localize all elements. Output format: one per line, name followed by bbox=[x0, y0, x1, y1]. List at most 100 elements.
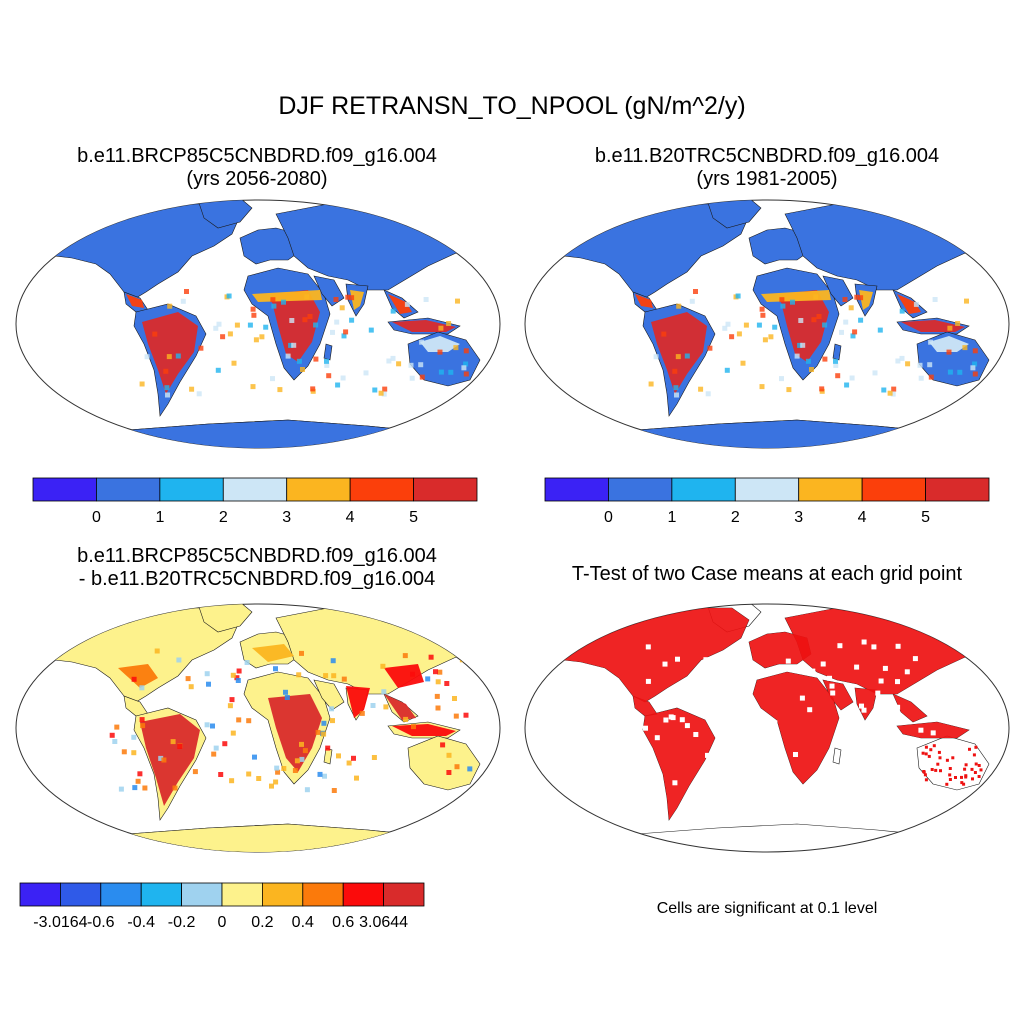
cell bbox=[273, 779, 279, 785]
cell bbox=[185, 676, 191, 682]
sig-india bbox=[855, 688, 877, 720]
sig-cell bbox=[924, 778, 928, 782]
cell bbox=[135, 778, 141, 784]
land-greenland bbox=[197, 200, 253, 229]
sig-cell bbox=[934, 768, 938, 772]
cell bbox=[835, 373, 841, 379]
cell bbox=[463, 348, 469, 354]
cell bbox=[313, 322, 319, 328]
cell bbox=[343, 329, 349, 335]
nonsig-cell bbox=[830, 690, 836, 696]
cell bbox=[740, 360, 746, 366]
colorbar-swatch bbox=[222, 477, 288, 502]
sig-cell bbox=[963, 767, 967, 771]
sig-cell bbox=[968, 747, 971, 751]
panel-title-difference: b.e11.BRCP85C5CNBDRD.f09_g16.004 - b.e11… bbox=[10, 545, 504, 591]
colorbar-swatch bbox=[861, 477, 926, 502]
map-control bbox=[524, 199, 1010, 449]
cell bbox=[833, 362, 839, 368]
colorbar-tick-label: -0.4 bbox=[127, 914, 155, 931]
cell bbox=[323, 673, 329, 679]
cell bbox=[299, 741, 304, 747]
cell bbox=[330, 718, 335, 724]
colorbar-tick-label: 4 bbox=[858, 509, 867, 526]
cell bbox=[453, 713, 459, 719]
nonsig-cell bbox=[890, 782, 896, 788]
cell bbox=[296, 358, 302, 364]
nonsig-cell bbox=[645, 678, 651, 684]
panel-title-difference-line2: - b.e11.B20TRC5CNBDRD.f09_g16.004 bbox=[78, 568, 436, 590]
nonsig-cell bbox=[907, 743, 913, 749]
cell bbox=[371, 755, 377, 760]
cell bbox=[176, 657, 182, 663]
cell bbox=[131, 734, 137, 740]
nonsig-cell bbox=[810, 668, 816, 674]
cell bbox=[317, 771, 323, 777]
cell bbox=[729, 334, 735, 340]
cell bbox=[648, 381, 654, 387]
cell bbox=[383, 704, 389, 710]
cell bbox=[299, 756, 305, 762]
cell bbox=[139, 685, 145, 691]
colorbar-tick-label: 0.6 bbox=[332, 914, 354, 931]
sig-cell bbox=[936, 762, 940, 766]
cell bbox=[304, 294, 310, 300]
nonsig-cell bbox=[684, 723, 690, 729]
cell bbox=[283, 689, 288, 695]
colorbar-tick-label: 5 bbox=[409, 509, 418, 526]
cell bbox=[381, 391, 387, 397]
cell bbox=[289, 318, 295, 323]
cell bbox=[273, 666, 278, 672]
panel-title-case-line2: (yrs 2056-2080) bbox=[186, 168, 328, 190]
nonsig-cell bbox=[774, 762, 780, 768]
cell bbox=[890, 391, 896, 397]
cell bbox=[756, 322, 762, 328]
colorbar-tick-label: 0 bbox=[218, 914, 227, 931]
cell bbox=[158, 755, 164, 761]
cell bbox=[131, 750, 137, 756]
land-australia bbox=[407, 735, 481, 791]
cell bbox=[198, 345, 204, 351]
cell bbox=[402, 653, 408, 659]
sig-cell bbox=[948, 767, 952, 770]
cell bbox=[735, 293, 741, 299]
cell bbox=[448, 369, 454, 375]
cell bbox=[304, 787, 310, 793]
field-centralam-core bbox=[126, 294, 144, 308]
cell bbox=[333, 297, 339, 302]
cell bbox=[762, 337, 768, 343]
sig-seAsia bbox=[893, 694, 927, 722]
cell bbox=[118, 786, 124, 792]
cell bbox=[423, 297, 429, 302]
land-nz bbox=[477, 785, 493, 803]
colorbar-swatch bbox=[221, 882, 263, 907]
colorbar-swatch bbox=[734, 477, 800, 502]
cell bbox=[229, 778, 235, 784]
land-greenland bbox=[706, 200, 762, 229]
nonsig-cell bbox=[785, 658, 791, 664]
cell bbox=[409, 375, 415, 381]
cell bbox=[234, 322, 240, 328]
cell bbox=[321, 731, 327, 737]
nonsig-cell bbox=[638, 781, 644, 787]
field-india-core bbox=[350, 290, 364, 310]
cell bbox=[215, 367, 221, 373]
cell bbox=[167, 303, 173, 309]
cell bbox=[227, 331, 233, 337]
nonsig-cell bbox=[703, 657, 709, 663]
cell bbox=[334, 319, 340, 325]
nonsig-cell bbox=[895, 679, 900, 685]
cell bbox=[850, 333, 856, 339]
cell bbox=[310, 386, 316, 392]
colorbar-tick-label: 0.4 bbox=[292, 914, 314, 931]
cell bbox=[137, 771, 143, 777]
field-centralam-core bbox=[635, 294, 653, 308]
nonsig-cell bbox=[859, 703, 864, 709]
cell bbox=[259, 334, 265, 340]
colorbar-swatch bbox=[159, 477, 224, 502]
cell bbox=[962, 345, 968, 351]
cell bbox=[463, 712, 469, 718]
cell bbox=[235, 678, 241, 683]
colorbar-swatch bbox=[349, 477, 414, 502]
cell bbox=[274, 765, 280, 771]
